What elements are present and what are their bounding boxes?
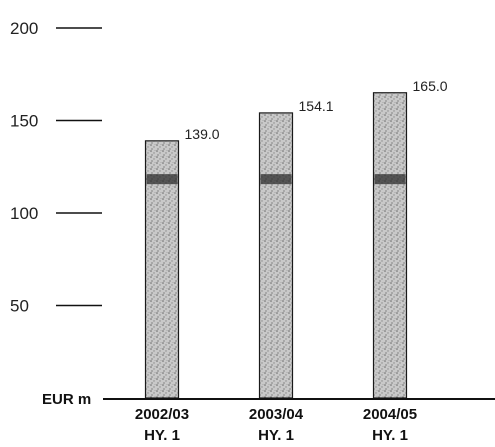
bar-texture-band	[146, 174, 178, 185]
bar-value-label: 165.0	[413, 78, 448, 94]
x-tick-label: HY. 1	[258, 427, 294, 444]
bar-group: 139.0	[144, 126, 220, 399]
bar	[372, 92, 408, 399]
x-axis-labels: 2002/03 HY. 1 2003/04 HY. 1 2004/05 HY. 1	[135, 406, 417, 444]
y-tick-label: 50	[10, 297, 29, 316]
y-axis-ticks: 50 100 150 200	[10, 19, 102, 316]
x-tick-label: HY. 1	[144, 427, 180, 444]
bars: 139.0 154.1 165.0	[144, 78, 448, 399]
x-tick-label: HY. 1	[372, 427, 408, 444]
y-tick-label: 100	[10, 204, 38, 223]
y-tick-label: 200	[10, 19, 38, 38]
bar-value-label: 139.0	[185, 126, 220, 142]
bar	[258, 112, 294, 399]
x-tick-label: 2002/03	[135, 406, 189, 423]
bar-group: 154.1	[258, 98, 334, 399]
y-tick-label: 150	[10, 112, 38, 131]
unit-label: EUR m	[42, 391, 91, 408]
bar-texture-band	[260, 174, 292, 185]
bar-value-label: 154.1	[299, 98, 334, 114]
x-tick-label: 2004/05	[363, 406, 417, 423]
bar-texture-band	[374, 174, 406, 185]
x-tick-label: 2003/04	[249, 406, 304, 423]
bar-group: 165.0	[372, 78, 448, 399]
